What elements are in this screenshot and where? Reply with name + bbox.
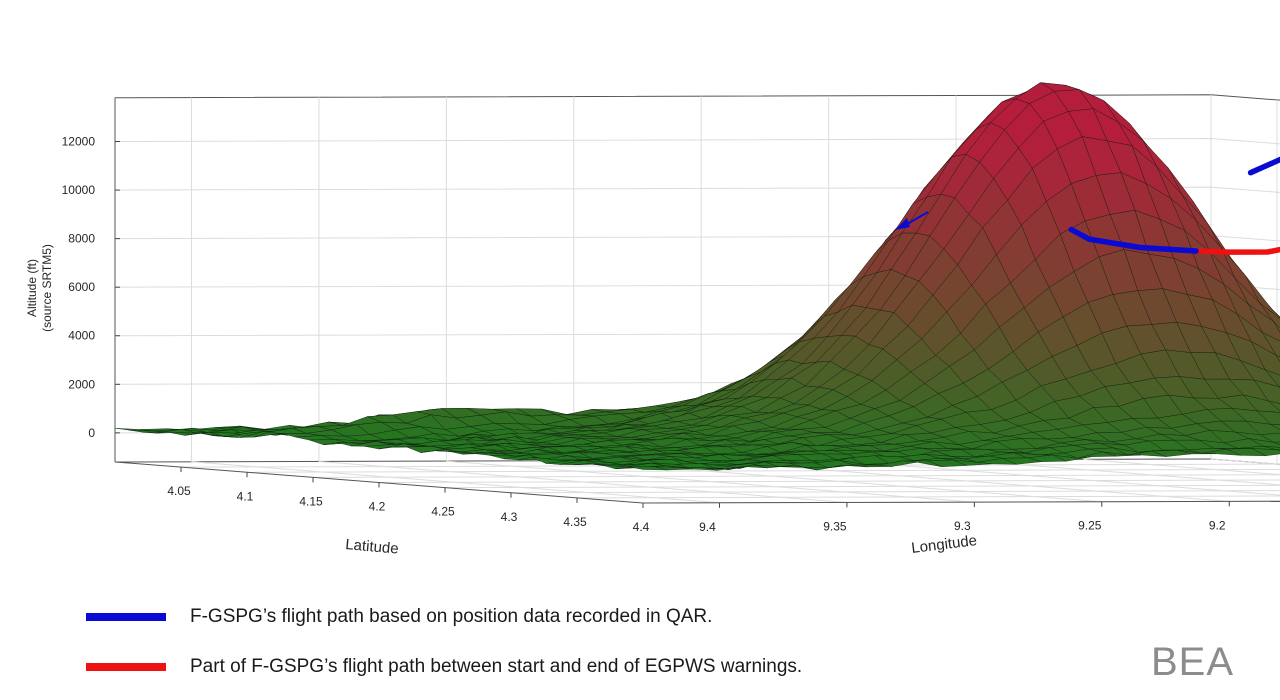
lat-tick-label: 4.4: [633, 520, 650, 534]
series-flight_path_end: [1068, 226, 1199, 254]
terrain-cell: [629, 466, 668, 471]
z-tick-label: 2000: [68, 377, 95, 391]
z-tick-label: 8000: [68, 232, 95, 246]
lat-tick-label: 4.1: [237, 489, 254, 503]
lat-gridline-floor: [510, 490, 1280, 494]
lat-tick-label: 4.05: [167, 484, 191, 498]
terrain-surface: [114, 82, 1280, 471]
longitude-axis-label: Longitude: [910, 532, 977, 557]
lat-gridline-floor: [576, 495, 1280, 499]
lon-gridline-floor: [828, 459, 1280, 496]
lat-gridline-floor: [312, 474, 1280, 478]
series-egpws_warning_segment: [1193, 246, 1280, 255]
lon-gridline-floor: [701, 459, 1230, 502]
lat-gridline-floor: [444, 484, 1280, 489]
lon-tick-label: 9.2: [1209, 518, 1226, 532]
legend-item-egpws: Part of F-GSPG’s flight path between sta…: [86, 655, 802, 679]
lon-gridline-floor: [956, 459, 1280, 486]
lat-gridline-floor: [246, 468, 1280, 473]
box-front-edge: [642, 500, 1280, 504]
lon-tick-label: 9.35: [823, 519, 847, 533]
legend-label-flight-path: F-GSPG’s flight path based on position d…: [190, 606, 713, 627]
lat-tick-label: 4.35: [563, 515, 587, 529]
axis-ticks: 0 2000 4000 6000 8000 10000 12000 4.05 4.1 4.15 4.…: [62, 135, 1230, 534]
legend-item-flight-path: F-GSPG’s flight path based on position d…: [86, 605, 712, 629]
lat-tick-label: 4.15: [299, 494, 323, 508]
direction-arrow: [895, 211, 929, 230]
z-tick-label: 10000: [62, 183, 96, 197]
lon-gridline-floor: [191, 461, 720, 504]
lon-tick-label: 9.4: [699, 520, 716, 534]
legend-swatch-blue: [86, 613, 166, 621]
z-tick-label: 6000: [68, 280, 95, 294]
legend-label-egpws: Part of F-GSPG’s flight path between sta…: [190, 656, 803, 677]
latitude-axis-label: Latitude: [345, 536, 400, 558]
series-flight_path: [1247, 156, 1280, 176]
lon-gridline-floor: [318, 460, 847, 503]
lat-tick-label: 4.2: [369, 500, 386, 514]
lon-tick-label: 9.25: [1078, 519, 1102, 533]
legend-swatch-red: [86, 663, 166, 671]
altitude-axis-label-line1: Altitude (ft): [25, 259, 39, 317]
lat-tick-label: 4.3: [501, 510, 518, 524]
lon-gridline-floor: [1083, 458, 1280, 476]
z-tick-label: 12000: [62, 135, 96, 149]
surface-plot: 0 2000 4000 6000 8000 10000 12000 4.05 4.1 4.15 4.…: [25, 82, 1280, 558]
altitude-axis-label-line2: (source SRTM5): [40, 244, 54, 332]
bea-logo: BEA: [1150, 640, 1234, 684]
flight-paths: [1068, 156, 1280, 255]
lon-gridline-floor: [446, 460, 975, 503]
z-tick-label: 4000: [68, 329, 95, 343]
axis-labels: Latitude Longitude Altitude (ft) (source…: [25, 244, 978, 558]
lon-tick-label: 9.3: [954, 519, 971, 533]
lat-gridline-floor: [378, 479, 1280, 483]
z-tick-label: 0: [88, 426, 95, 440]
lat-tick-label: 4.25: [431, 505, 455, 519]
